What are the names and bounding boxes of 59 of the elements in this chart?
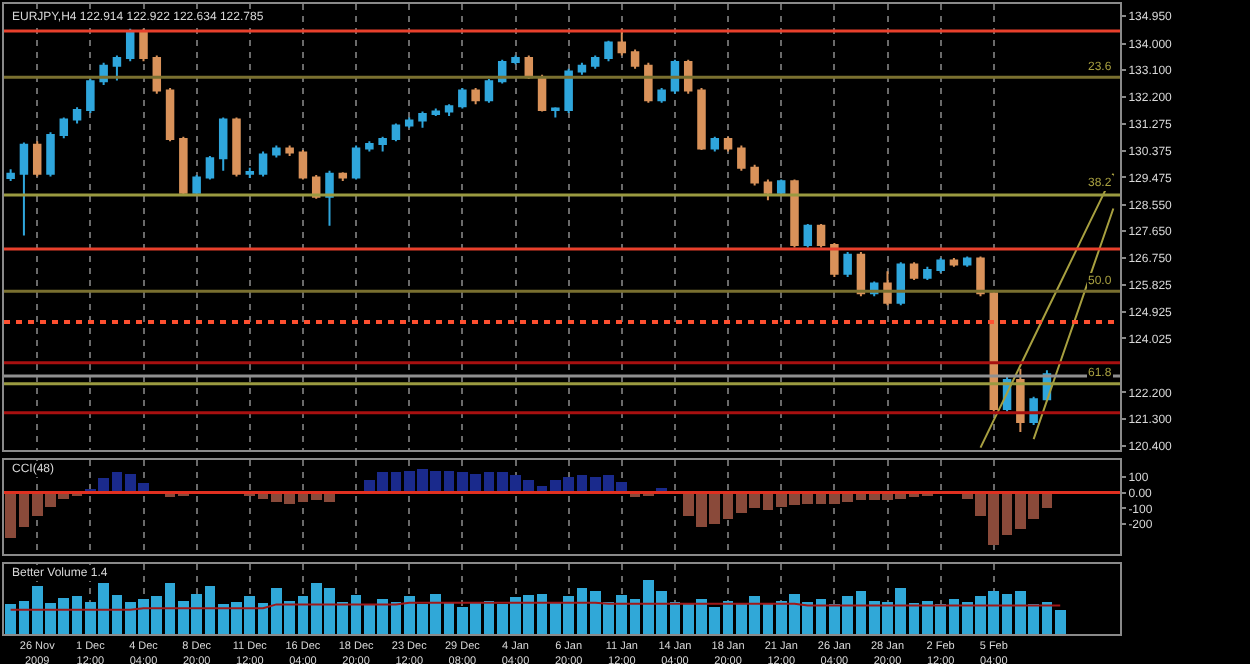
- candlestick: [112, 54, 122, 82]
- candlestick: [657, 86, 666, 104]
- candlestick: [644, 61, 653, 104]
- candlestick: [365, 140, 374, 153]
- candlestick: [272, 144, 281, 159]
- candlestick: [511, 54, 520, 66]
- candlestick: [962, 255, 972, 268]
- candlestick: [909, 261, 919, 282]
- candlestick: [697, 86, 706, 151]
- candlestick: [351, 144, 361, 181]
- candlestick: [723, 135, 733, 153]
- candlestick: [192, 174, 201, 197]
- candlestick: [205, 154, 215, 181]
- candlestick: [590, 54, 600, 70]
- candlestick: [46, 131, 55, 178]
- candlestick: [32, 140, 42, 178]
- candlestick: [19, 141, 29, 237]
- candlestick: [617, 27, 627, 57]
- candlestick: [737, 144, 746, 172]
- candlestick: [232, 116, 241, 178]
- candlestick: [830, 242, 839, 279]
- candlestick: [298, 149, 308, 181]
- candlestick: [179, 135, 188, 197]
- candlestick: [245, 166, 255, 180]
- candlestick: [165, 86, 175, 143]
- candlestick: [139, 29, 148, 63]
- candlestick: [458, 86, 467, 110]
- candlestick: [72, 106, 82, 125]
- candlestick: [551, 106, 560, 119]
- candlestick: [577, 61, 587, 76]
- candlestick: [790, 178, 799, 249]
- candlestick: [843, 250, 852, 279]
- candlestick: [803, 222, 813, 249]
- candlestick: [750, 163, 759, 187]
- candlestick: [325, 169, 334, 227]
- line-series: [1032, 207, 1115, 441]
- candlestick: [378, 135, 387, 153]
- candlestick: [404, 116, 414, 129]
- candlestick: [418, 110, 427, 129]
- candlestick: [86, 78, 95, 115]
- candlestick: [604, 39, 613, 63]
- candlestick: [285, 144, 294, 157]
- candlestick: [391, 122, 401, 143]
- candlestick: [6, 168, 15, 183]
- candlestick: [936, 256, 945, 274]
- candlestick: [564, 67, 573, 115]
- candlestick: [710, 135, 720, 153]
- candlestick: [484, 78, 494, 104]
- candlestick: [338, 171, 348, 183]
- candlestick: [218, 116, 228, 172]
- candlestick: [471, 86, 480, 106]
- candlestick: [923, 265, 932, 282]
- candlestick: [258, 150, 268, 178]
- candlestick: [976, 255, 985, 298]
- candlestick: [444, 103, 454, 118]
- line-series: [979, 172, 1115, 449]
- candlestick: [816, 222, 826, 249]
- candlestick: [59, 116, 69, 140]
- candlestick: [630, 48, 640, 70]
